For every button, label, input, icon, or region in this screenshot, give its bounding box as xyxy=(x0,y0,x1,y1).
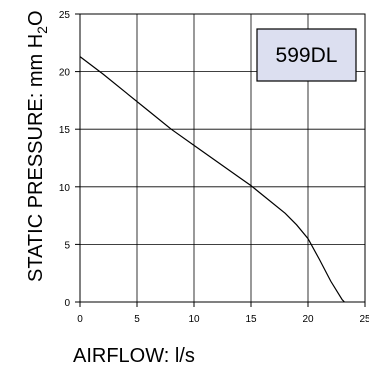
y-tick-label: 20 xyxy=(59,68,71,79)
x-tick-label: 15 xyxy=(245,314,257,325)
y-tick-label: 10 xyxy=(59,183,71,194)
y-tick-label: 5 xyxy=(64,240,70,251)
x-axis-title: AIRFLOW: l/s xyxy=(73,345,195,366)
series-line xyxy=(79,56,345,303)
y-axis-title-suffix: O xyxy=(25,10,47,26)
tick-labels: 0 5 10 15 20 25 0 5 10 15 20 25 xyxy=(59,10,369,325)
x-tick-label: 5 xyxy=(134,314,140,325)
y-axis-title: STATIC PRESSURE: mm H2O xyxy=(25,10,50,282)
y-axis-title-subscript: 2 xyxy=(34,26,50,34)
y-tick-label: 25 xyxy=(59,10,71,21)
x-tick-label: 0 xyxy=(77,314,83,325)
y-tick-label: 0 xyxy=(64,298,70,309)
model-badge-label: 599DL xyxy=(276,44,338,67)
model-badge: 599DL xyxy=(256,28,357,82)
y-axis-title-main: STATIC PRESSURE: mm H xyxy=(25,34,47,282)
x-tick-label: 20 xyxy=(302,314,314,325)
x-tick-label: 25 xyxy=(359,314,369,325)
y-tick-label: 15 xyxy=(59,125,71,136)
x-tick-label: 10 xyxy=(188,314,200,325)
plot-frame xyxy=(79,13,366,303)
model-badge-box xyxy=(256,28,357,82)
